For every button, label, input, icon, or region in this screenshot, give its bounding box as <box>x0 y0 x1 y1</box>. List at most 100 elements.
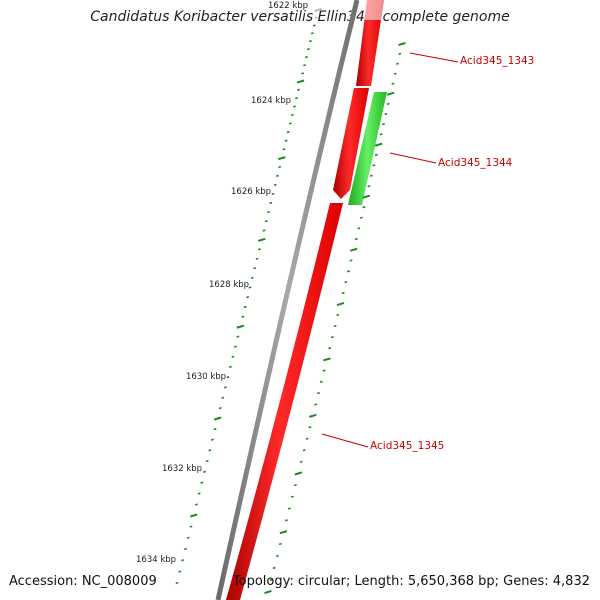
outer-tick-mark <box>362 206 366 209</box>
outer-tick-mark <box>369 174 373 177</box>
tick-label-1622: 1622 kbp <box>268 1 308 11</box>
outer-tick-mark <box>398 41 406 47</box>
outer-tick-mark <box>362 194 371 199</box>
inner-tick-mark <box>290 113 294 117</box>
inner-tick-mark <box>233 345 237 348</box>
outer-tick-mark <box>367 185 371 188</box>
inner-tick-mark <box>262 229 266 232</box>
tick-label-1630: 1630 kbp <box>186 372 226 382</box>
gene-label-acid345-1344[interactable]: Acid345_1344 <box>438 157 513 169</box>
inner-tick-mark <box>183 547 187 551</box>
inner-tick-mark <box>269 201 273 205</box>
outer-tick-mark <box>317 391 320 395</box>
gene-arrow-acid345-1344[interactable] <box>348 92 387 205</box>
outer-tick-mark <box>344 281 348 284</box>
inner-tick-mark <box>306 47 310 51</box>
genome-backbone <box>215 0 360 600</box>
outer-tick-mark <box>354 237 358 241</box>
inner-tick-mark <box>248 286 252 289</box>
gene-arrow-acid345-1343[interactable] <box>356 0 384 86</box>
inner-tick-mark <box>178 570 182 573</box>
inner-tick-mark <box>275 174 279 178</box>
inner-tick-mark <box>218 406 222 410</box>
inner-tick-mark <box>197 492 201 495</box>
inner-tick-mark <box>305 55 308 59</box>
outer-tick-mark <box>264 589 272 595</box>
tick-label-1632: 1632 kbp <box>162 464 202 474</box>
inner-tick-mark <box>213 416 222 421</box>
outer-tick-mark <box>294 471 303 476</box>
inner-tick-mark <box>295 96 298 100</box>
inner-tick-mark <box>297 88 301 91</box>
outer-tick-mark <box>309 413 317 418</box>
outer-tick-mark <box>319 380 323 383</box>
outer-tick-mark <box>386 91 395 96</box>
inner-tick-mark <box>271 192 275 196</box>
inner-tick-mark <box>205 459 209 463</box>
outer-tick-mark <box>275 554 279 558</box>
inner-tick-mark <box>223 386 227 389</box>
gene-leader-acid345-1344 <box>389 152 437 164</box>
inner-tick-mark <box>236 335 240 338</box>
inner-tick-mark <box>314 16 318 19</box>
inner-tick-mark <box>288 122 292 125</box>
outer-tick-mark <box>272 566 276 570</box>
inner-tick-mark <box>175 581 179 585</box>
gene-arrow-acid345-1343-fade <box>364 0 384 20</box>
inner-tick-mark <box>296 79 305 84</box>
outer-tick-mark <box>384 112 388 116</box>
genome-summary: Topology: circular; Length: 5,650,368 bp… <box>232 574 590 589</box>
outer-tick-mark <box>393 72 397 75</box>
outer-tick-mark <box>372 164 376 167</box>
outer-tick-mark <box>398 52 402 56</box>
outer-tick-mark <box>349 247 358 252</box>
inner-tick-mark <box>286 130 290 134</box>
inner-tick-mark <box>194 503 198 506</box>
outer-tick-mark <box>341 291 345 295</box>
inner-tick-mark <box>257 237 266 242</box>
outer-tick-mark <box>359 216 363 219</box>
inner-tick-mark <box>243 305 247 309</box>
inner-tick-mark <box>314 7 322 13</box>
outer-tick-mark <box>322 369 326 372</box>
outer-tick-mark <box>284 519 288 522</box>
tick-label-1624: 1624 kbp <box>251 96 291 106</box>
outer-tick-mark <box>328 347 332 350</box>
outer-tick-mark <box>386 102 390 105</box>
inner-tick-mark <box>310 32 314 35</box>
inner-tick-mark <box>301 72 305 75</box>
gene-label-acid345-1343[interactable]: Acid345_1343 <box>460 55 534 67</box>
tick-label-1634: 1634 kbp <box>136 555 176 565</box>
gene-leader-acid345-1345 <box>321 433 369 448</box>
outer-tick-mark <box>382 123 385 126</box>
accession-label: Accession: NC_008009 <box>9 574 157 589</box>
inner-tick-mark <box>189 525 193 528</box>
gene-label-acid345-1345[interactable]: Acid345_1345 <box>370 440 444 452</box>
inner-tick-mark <box>264 220 268 223</box>
inner-tick-mark <box>273 183 277 186</box>
outer-tick-mark <box>357 227 361 230</box>
inner-tick-mark <box>213 427 217 431</box>
inner-tick-mark <box>253 267 257 270</box>
outer-tick-mark <box>308 426 312 429</box>
gene-leader-acid345-1343 <box>409 52 459 63</box>
inner-tick-mark <box>208 449 212 452</box>
inner-tick-mark <box>228 365 232 369</box>
inner-tick-mark <box>246 296 250 299</box>
outer-tick-mark <box>305 437 309 440</box>
inner-tick-mark <box>255 257 259 260</box>
outer-tick-mark <box>391 82 395 85</box>
inner-tick-mark <box>189 513 198 518</box>
gene-arrow-acid345-1345-segment[interactable] <box>333 88 369 199</box>
inner-tick-mark <box>203 470 207 473</box>
gene-arrow-acid345-1345[interactable] <box>226 203 343 600</box>
inner-tick-mark <box>257 248 261 251</box>
outer-tick-mark <box>302 449 306 452</box>
outer-tick-mark <box>336 313 340 317</box>
outer-tick-mark <box>379 133 383 136</box>
outer-tick-mark <box>346 270 350 273</box>
outer-tick-mark <box>330 335 334 339</box>
inner-tick-mark <box>200 481 204 484</box>
inner-tick-mark <box>278 165 282 169</box>
inner-tick-mark <box>303 64 307 67</box>
